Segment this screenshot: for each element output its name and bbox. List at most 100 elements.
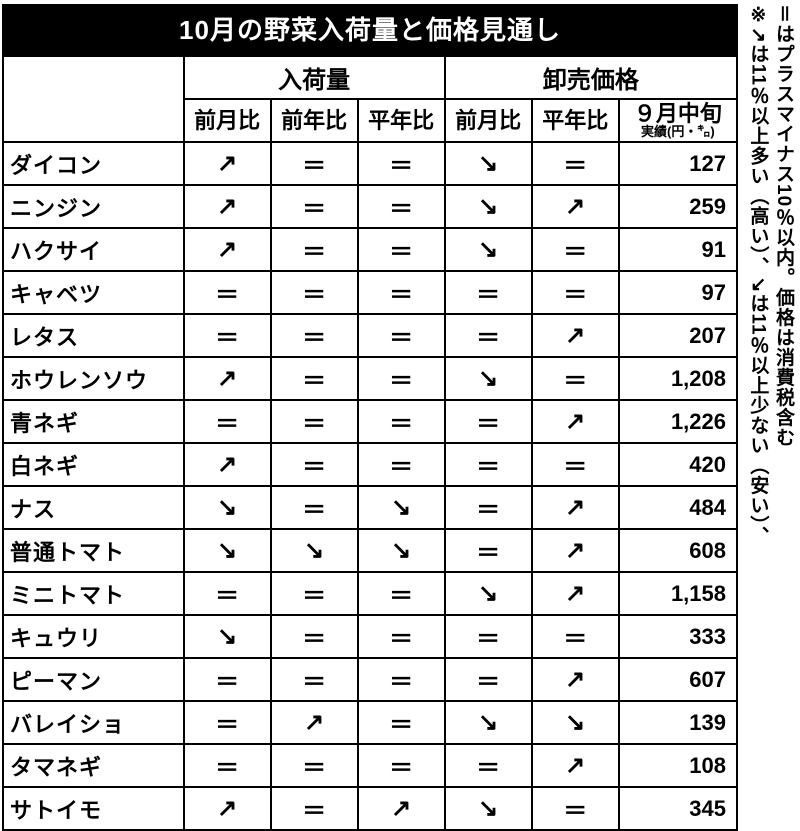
table-row: レタス＝＝＝＝↗207 [3,314,737,357]
table-row: バレイショ＝↗＝↘↘139 [3,701,737,744]
vol-prev-month: ↗ [184,357,271,400]
vol-avg-year: ↘ [358,486,445,529]
header-vol-avg-year: 平年比 [358,99,445,142]
price-prev-month: ↘ [445,142,532,185]
price-actual: 97 [619,271,737,314]
table-row: 青ネギ＝＝＝＝↗1,226 [3,400,737,443]
vol-avg-year: ↘ [358,529,445,572]
vol-prev-year: ＝ [271,787,358,830]
vol-prev-year: ＝ [271,357,358,400]
vol-prev-year: ＝ [271,228,358,271]
price-actual: 345 [619,787,737,830]
vol-prev-month: ＝ [184,271,271,314]
price-actual: 608 [619,529,737,572]
vol-prev-year: ＝ [271,744,358,787]
veg-name: 青ネギ [3,400,184,443]
price-prev-month: ↘ [445,228,532,271]
price-actual: 91 [619,228,737,271]
table-row: ハクサイ↗＝＝↘＝91 [3,228,737,271]
veg-name: 普通トマト [3,529,184,572]
price-actual: 420 [619,443,737,486]
price-avg-year: ↗ [532,658,619,701]
vol-prev-month: ↘ [184,615,271,658]
price-prev-month: ＝ [445,529,532,572]
veg-name: タマネギ [3,744,184,787]
price-avg-year: ↗ [532,744,619,787]
table-row: キャベツ＝＝＝＝＝97 [3,271,737,314]
price-prev-month: ＝ [445,271,532,314]
vol-prev-month: ↗ [184,787,271,830]
table-row: 白ネギ↗＝＝＝＝420 [3,443,737,486]
header-price-prev-month: 前月比 [445,99,532,142]
table-body: ダイコン↗＝＝↘＝127ニンジン↗＝＝↘↗259ハクサイ↗＝＝↘＝91キャベツ＝… [3,142,737,830]
table-row: ホウレンソウ↗＝＝↘＝1,208 [3,357,737,400]
vol-avg-year: ＝ [358,701,445,744]
price-actual: 259 [619,185,737,228]
veg-name: サトイモ [3,787,184,830]
price-actual: 139 [619,701,737,744]
vol-avg-year: ＝ [358,744,445,787]
table-head: 入荷量 卸売価格 前月比 前年比 平年比 前月比 平年比 ９月中旬 実績(円・㌔… [3,56,737,142]
price-prev-month: ↘ [445,701,532,744]
vol-avg-year: ＝ [358,357,445,400]
price-actual: 333 [619,615,737,658]
header-price-actual-l2: 実績(円・㌔) [620,125,736,139]
price-prev-month: ＝ [445,744,532,787]
price-avg-year: ＝ [532,357,619,400]
side-note: ※↗は11％以上多い（高い）、↘は11％以上少ない（安い）、 ＝はプラスマイナス… [738,4,796,768]
header-price-actual: ９月中旬 実績(円・㌔) [619,99,737,142]
veg-name: ハクサイ [3,228,184,271]
price-avg-year: ↗ [532,314,619,357]
vol-avg-year: ＝ [358,658,445,701]
veg-name: レタス [3,314,184,357]
price-avg-year: ↗ [532,529,619,572]
page-wrap: 10月の野菜入荷量と価格見通し 入荷量 卸売価格 前月比 前年比 平年比 前月比… [0,0,800,772]
price-avg-year: ↘ [532,701,619,744]
veg-name: キャベツ [3,271,184,314]
forecast-table: 入荷量 卸売価格 前月比 前年比 平年比 前月比 平年比 ９月中旬 実績(円・㌔… [2,55,738,831]
header-vol-prev-year: 前年比 [271,99,358,142]
price-avg-year: ↗ [532,185,619,228]
price-prev-month: ＝ [445,443,532,486]
price-avg-year: ＝ [532,615,619,658]
table-title: 10月の野菜入荷量と価格見通し [2,4,738,55]
header-blank [3,56,184,142]
vol-prev-year: ＝ [271,615,358,658]
vol-prev-month: ↗ [184,443,271,486]
veg-name: ミニトマト [3,572,184,615]
price-avg-year: ＝ [532,443,619,486]
note-col-2: ＝はプラスマイナス10％以内。価格は消費税含む [770,4,796,768]
vol-prev-month: ＝ [184,744,271,787]
price-avg-year: ＝ [532,787,619,830]
vol-prev-month: ＝ [184,701,271,744]
price-avg-year: ＝ [532,228,619,271]
vol-prev-year: ＝ [271,486,358,529]
table-row: サトイモ↗＝↗↘＝345 [3,787,737,830]
vol-avg-year: ＝ [358,572,445,615]
vol-avg-year: ＝ [358,185,445,228]
price-prev-month: ↘ [445,787,532,830]
price-prev-month: ＝ [445,486,532,529]
price-actual: 1,158 [619,572,737,615]
vol-prev-month: ＝ [184,572,271,615]
table-row: ダイコン↗＝＝↘＝127 [3,142,737,185]
vol-prev-year: ＝ [271,400,358,443]
header-price-actual-l1: ９月中旬 [634,101,722,126]
vol-avg-year: ＝ [358,228,445,271]
vol-prev-year: ＝ [271,572,358,615]
price-prev-month: ↘ [445,185,532,228]
veg-name: ダイコン [3,142,184,185]
vol-prev-month: ↘ [184,529,271,572]
price-avg-year: ↗ [532,400,619,443]
note-col-1: ※↗は11％以上多い（高い）、↘は11％以上少ない（安い）、 [745,4,771,768]
header-volume-group: 入荷量 [184,56,445,99]
veg-name: キュウリ [3,615,184,658]
price-actual: 484 [619,486,737,529]
table-row: ナス↘＝↘＝↗484 [3,486,737,529]
vol-prev-month: ↘ [184,486,271,529]
price-avg-year: ↗ [532,572,619,615]
vol-prev-year: ＝ [271,443,358,486]
table-row: タマネギ＝＝＝＝↗108 [3,744,737,787]
vol-prev-year: ＝ [271,142,358,185]
table-row: ニンジン↗＝＝↘↗259 [3,185,737,228]
